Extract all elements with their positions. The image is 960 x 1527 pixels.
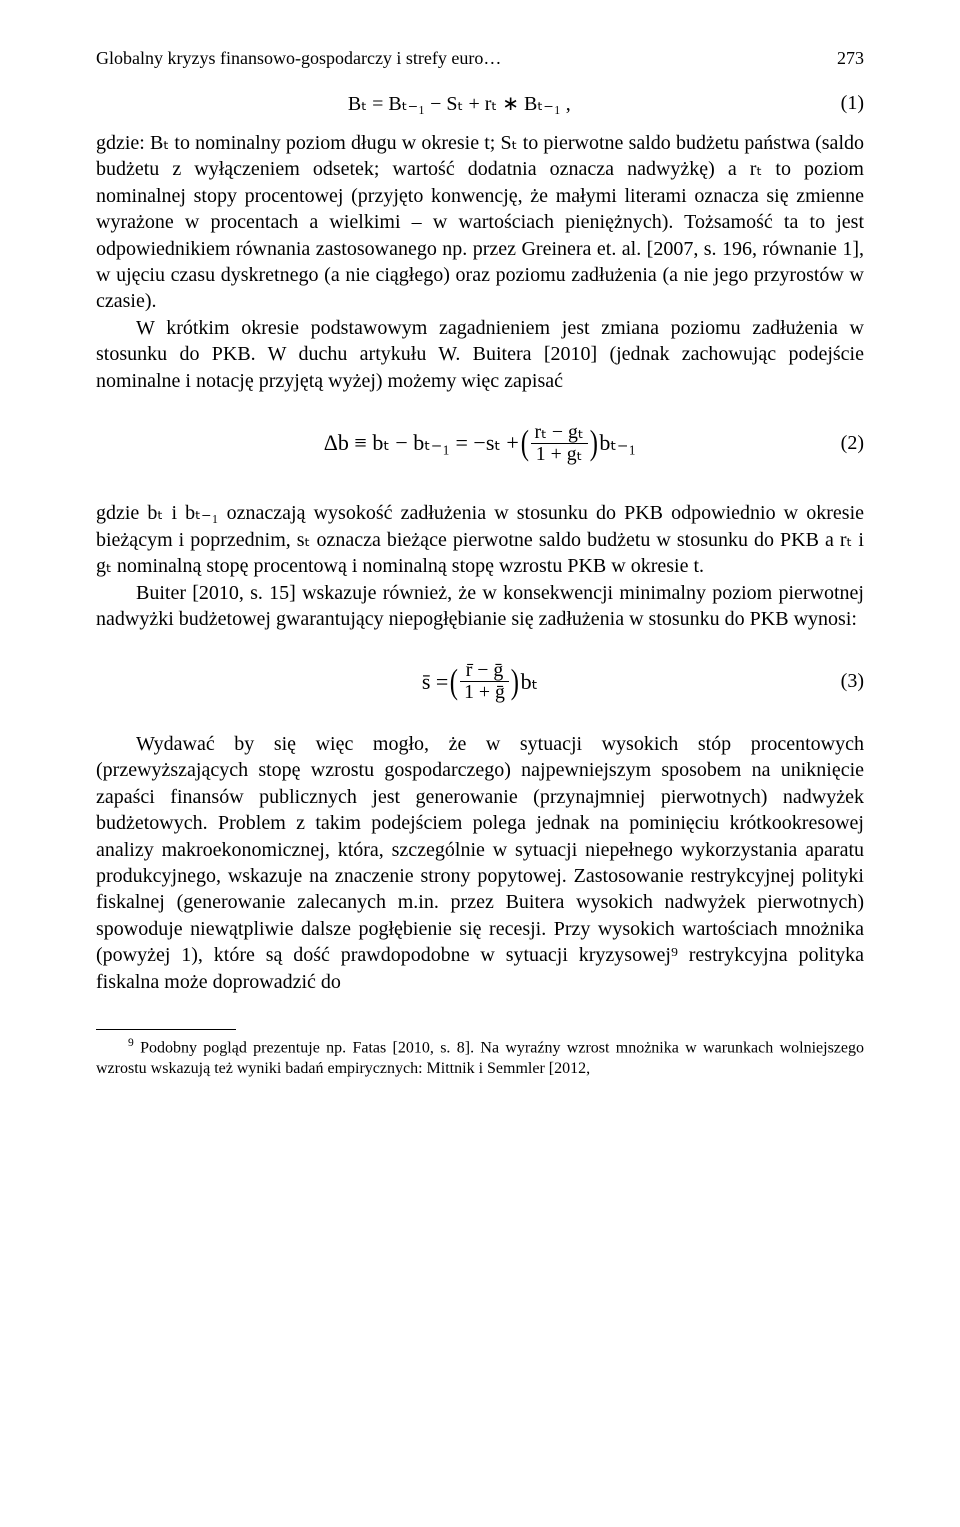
equation-2-frac-num: rₜ − gₜ	[531, 422, 588, 443]
page: Globalny kryzys finansowo-gospodarczy i …	[0, 0, 960, 1127]
equation-3-frac-num: r̄ − ḡ	[460, 660, 509, 681]
equation-3: s̄ = ( r̄ − ḡ 1 + ḡ ) bₜ (3)	[96, 660, 864, 703]
close-paren-icon: )	[589, 423, 597, 463]
paragraph-4: Buiter [2010, s. 15] wskazuje również, ż…	[96, 580, 864, 633]
close-paren-icon: )	[511, 662, 519, 702]
equation-3-lhs: s̄ =	[422, 669, 448, 695]
footnote-text: Podobny pogląd prezentuje np. Fatas [201…	[96, 1039, 864, 1076]
equation-3-frac-den: 1 + ḡ	[460, 681, 509, 703]
equation-2-fraction: rₜ − gₜ 1 + gₜ	[531, 422, 588, 465]
equation-3-number: (3)	[841, 670, 864, 693]
equation-1-body: Bₜ = Bₜ₋₁ − Sₜ + rₜ ∗ Bₜ₋₁ ,	[348, 91, 571, 116]
equation-1: Bₜ = Bₜ₋₁ − Sₜ + rₜ ∗ Bₜ₋₁ , (1)	[96, 91, 864, 116]
equation-2: Δb ≡ bₜ − bₜ₋₁ = −sₜ + ( rₜ − gₜ 1 + gₜ …	[96, 422, 864, 465]
equation-3-rhs: bₜ	[521, 669, 539, 695]
footnote-9: 9 Podobny pogląd prezentuje np. Fatas [2…	[96, 1036, 864, 1079]
paragraph-1: gdzie: Bₜ to nominalny poziom długu w ok…	[96, 130, 864, 315]
equation-1-number: (1)	[841, 92, 864, 115]
equation-2-number: (2)	[841, 432, 864, 455]
page-number: 273	[837, 48, 864, 69]
running-head-title: Globalny kryzys finansowo-gospodarczy i …	[96, 48, 501, 69]
running-head: Globalny kryzys finansowo-gospodarczy i …	[96, 48, 864, 69]
equation-2-rhs: bₜ₋₁	[599, 430, 636, 456]
equation-3-fraction: r̄ − ḡ 1 + ḡ	[460, 660, 509, 703]
paragraph-5: Wydawać by się więc mogło, że w sytuacji…	[96, 731, 864, 995]
paragraph-3: gdzie bₜ i bₜ₋₁ oznaczają wysokość zadłu…	[96, 500, 864, 579]
equation-2-lhs: Δb ≡ bₜ − bₜ₋₁ = −sₜ +	[324, 430, 519, 456]
open-paren-icon: (	[521, 423, 529, 463]
equation-2-frac-den: 1 + gₜ	[531, 443, 588, 465]
open-paren-icon: (	[450, 662, 458, 702]
paragraph-2: W krótkim okresie podstawowym zagadnieni…	[96, 315, 864, 394]
footnote-separator	[96, 1029, 236, 1030]
